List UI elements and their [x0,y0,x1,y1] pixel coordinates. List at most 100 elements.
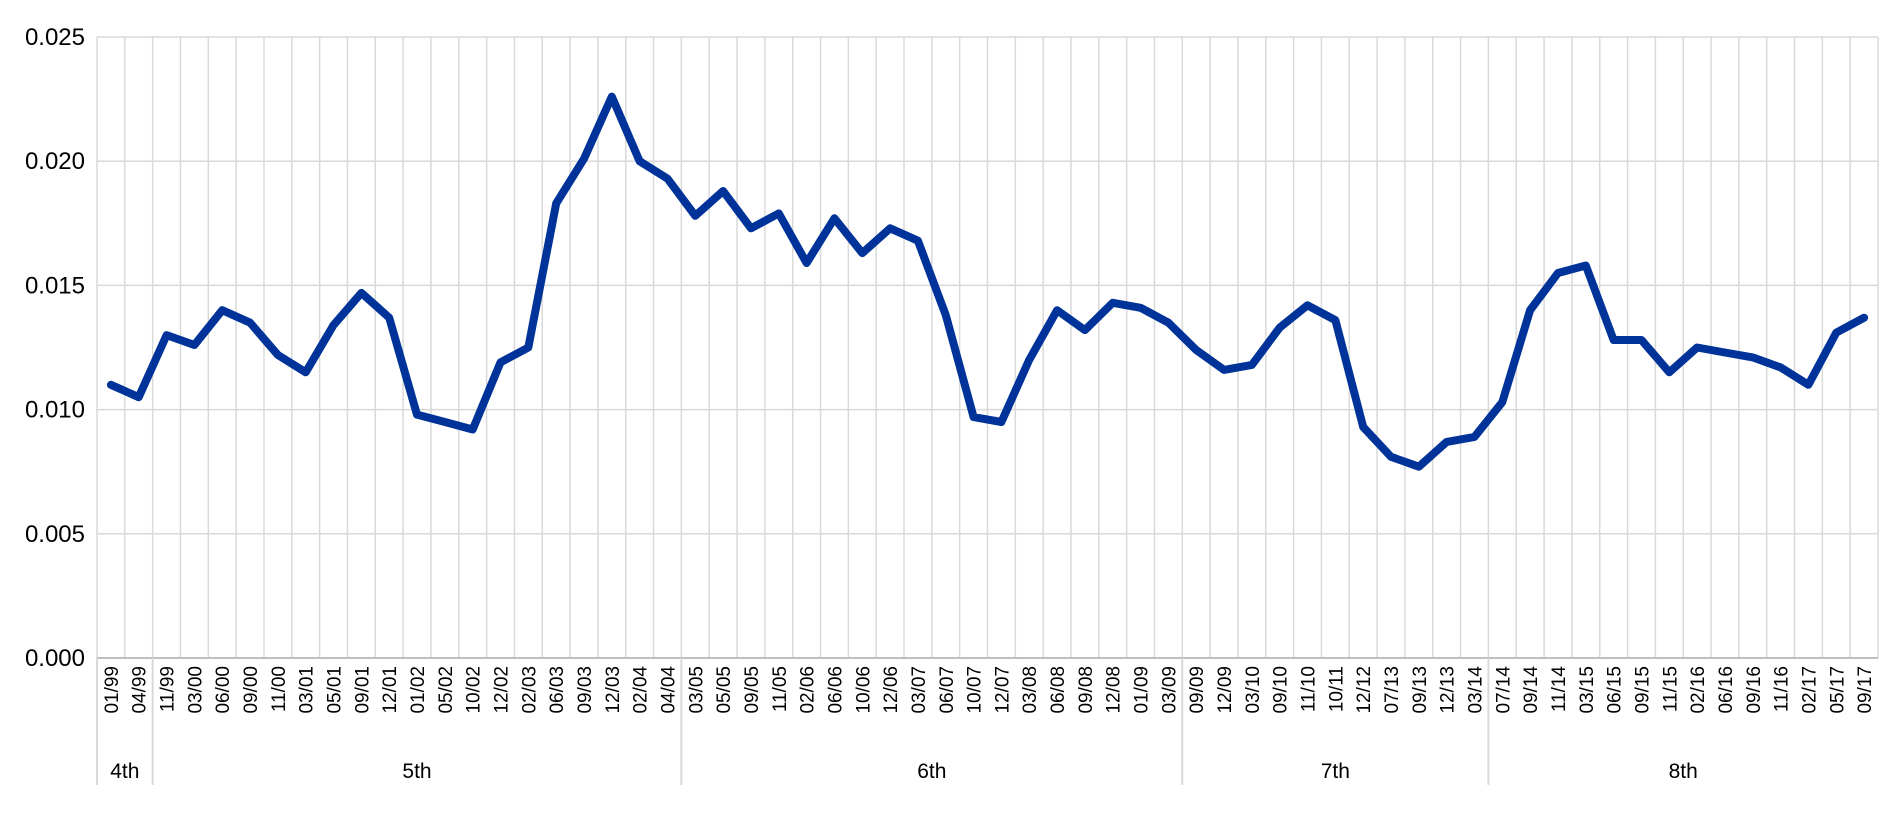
data-point [917,240,919,242]
x-tick-label: 11/10 [1299,666,1320,712]
data-point [1752,356,1754,358]
x-tick-label: 11/99 [158,666,179,712]
y-tick-label: 0.025 [25,24,85,51]
x-tick-label: 11/16 [1772,666,1793,712]
data-point [1167,322,1169,324]
group-label: 7th [1321,760,1350,783]
data-point [861,252,863,254]
x-tick-label: 02/04 [631,666,652,714]
x-tick-label: 12/01 [380,666,401,714]
data-point [138,396,140,398]
x-tick-label: 12/08 [1104,666,1125,714]
x-tick-label: 12/07 [992,666,1013,714]
x-tick-label: 06/06 [825,666,846,714]
data-point [1557,272,1559,274]
x-tick-label: 01/09 [1132,666,1153,714]
x-tick-label: 02/16 [1688,666,1709,714]
x-tick-label: 12/13 [1438,666,1459,714]
data-point [1279,327,1281,329]
y-tick-label: 0.020 [25,148,85,175]
x-tick-label: 10/07 [965,666,986,714]
x-tick-label: 09/05 [742,666,763,714]
data-point [1668,371,1670,373]
data-point [639,160,641,162]
x-tick-label: 03/05 [686,666,707,714]
data-point [221,309,223,311]
x-tick-label: 02/03 [519,666,540,714]
y-axis: 0.000 0.005 0.010 0.015 0.020 0.025 [25,24,85,672]
data-point [416,414,418,416]
y-tick-label: 0.015 [25,272,85,299]
data-point [1613,339,1615,341]
x-tick-label: 09/14 [1521,666,1542,714]
data-point [1585,265,1587,267]
group-label: 8th [1669,760,1698,783]
x-tick-label: 05/05 [714,666,735,714]
x-tick-label: 09/08 [1076,666,1097,714]
data-point [1112,302,1114,304]
data-point [193,344,195,346]
data-point [1223,369,1225,371]
x-tick-label: 11/14 [1549,666,1570,713]
data-point [945,314,947,316]
x-tick-label: 09/13 [1410,666,1431,714]
data-point [472,428,474,430]
x-tick-label: 10/11 [1326,666,1347,712]
data-point [1863,317,1865,319]
series-layer [106,92,1869,471]
x-axis: 01/99 04/99 11/99 03/00 06/00 09/00 11/00 03/01… [97,657,1878,714]
group-label: 4th [110,760,139,783]
data-point [1084,329,1086,331]
x-tick-label: 07/14 [1493,666,1514,714]
x-tick-label: 01/02 [408,666,429,714]
data-point [1473,436,1475,438]
group-label: 5th [402,760,431,783]
data-point [555,202,557,204]
x-tick-label: 05/17 [1827,666,1848,714]
x-tick-label: 03/15 [1577,666,1598,714]
x-tick-label: 10/06 [853,666,874,714]
data-point [1056,309,1058,311]
x-tick-label: 01/99 [102,666,123,714]
x-tick-label: 12/02 [492,666,513,714]
group-label: 6th [917,760,946,783]
y-tick-label: 0.000 [25,645,85,672]
data-point [1140,307,1142,309]
x-tick-label: 09/16 [1744,666,1765,714]
group-axis: 4th 5th 6th 7th 8th [96,658,1698,785]
data-point [611,96,613,98]
x-tick-label: 12/09 [1215,666,1236,714]
x-tick-label: 04/04 [658,666,679,714]
data-point [249,322,251,324]
x-tick-label: 09/10 [1271,666,1292,714]
x-tick-label: 03/10 [1243,666,1264,714]
x-tick-label: 09/17 [1855,666,1876,714]
data-point [305,371,307,373]
x-tick-label: 11/00 [269,666,290,712]
data-point [833,217,835,219]
x-tick-label: 09/09 [1187,666,1208,714]
x-tick-label: 06/15 [1605,666,1626,714]
data-point [694,215,696,217]
data-point [1028,359,1030,361]
x-tick-label: 06/08 [1048,666,1069,714]
data-point [166,334,168,336]
series-line [106,92,1869,471]
x-tick-label: 02/17 [1799,666,1820,714]
data-point [1251,364,1253,366]
x-tick-label: 03/00 [185,666,206,714]
data-point [1724,351,1726,353]
x-tick-label: 09/01 [352,666,373,714]
data-point [1446,441,1448,443]
data-point [1307,304,1309,306]
x-tick-label: 06/16 [1716,666,1737,714]
data-point [500,361,502,363]
data-point [666,178,668,180]
x-tick-label: 02/06 [798,666,819,714]
data-point [1696,347,1698,348]
data-point [388,317,390,319]
data-point [583,158,585,160]
data-point [277,354,279,356]
x-tick-label: 10/02 [464,666,485,714]
